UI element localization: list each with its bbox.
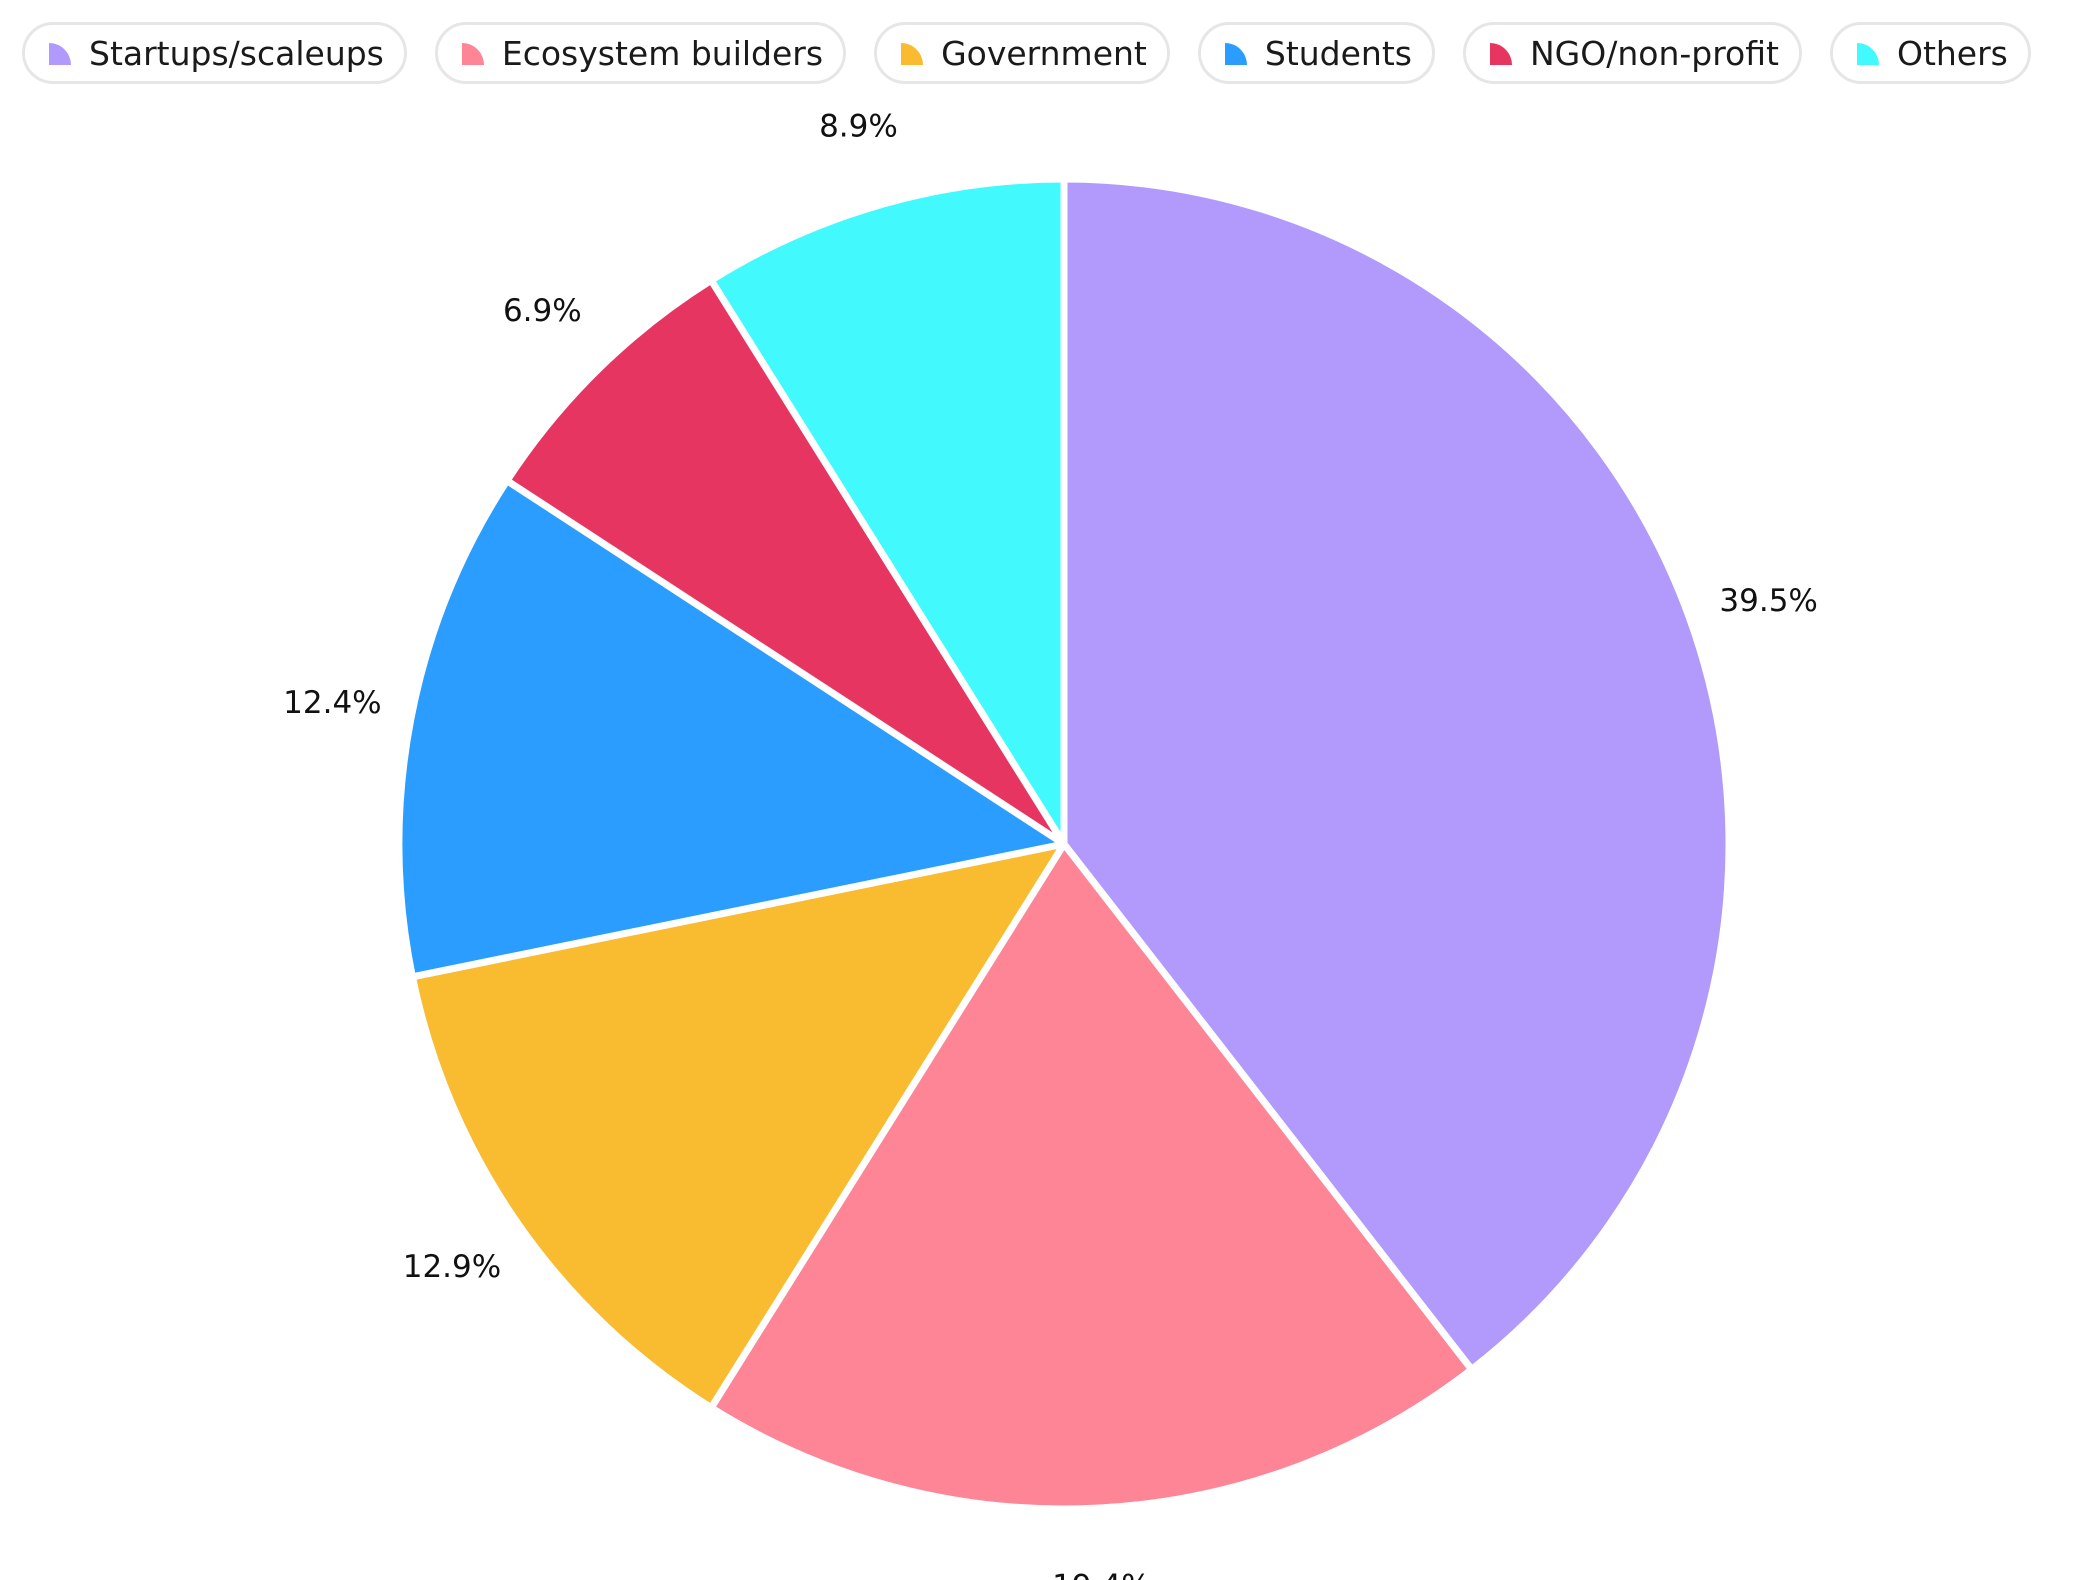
pie-slice bbox=[408, 840, 1068, 1412]
data-label: 39.5% bbox=[1719, 583, 1817, 619]
legend-label: Startups/scaleups bbox=[89, 33, 384, 73]
pie-slice bbox=[503, 276, 1068, 848]
data-label: 6.9% bbox=[503, 293, 582, 329]
data-label: 12.4% bbox=[283, 685, 381, 721]
legend-swatch-shape bbox=[1224, 43, 1247, 65]
pie-slice bbox=[395, 477, 1068, 981]
pie-slice bbox=[707, 175, 1068, 848]
legend-item[interactable]: NGO/non-profit bbox=[1462, 22, 1802, 84]
legend-item[interactable]: Students bbox=[1197, 22, 1435, 84]
data-label: 12.9% bbox=[403, 1249, 501, 1285]
legend-swatch bbox=[461, 43, 484, 65]
legend: Startups/scaleups Ecosystem builders Gover… bbox=[22, 22, 2082, 84]
legend-item[interactable]: Startups/scaleups bbox=[22, 22, 407, 84]
legend-swatch bbox=[1856, 43, 1879, 65]
legend-item[interactable]: Ecosystem builders bbox=[434, 22, 847, 84]
pie-slice bbox=[1060, 175, 1733, 1373]
legend-label: NGO/non-profit bbox=[1529, 33, 1779, 73]
legend-swatch bbox=[49, 43, 71, 65]
legend-label: Government bbox=[941, 33, 1147, 73]
legend-swatch-shape bbox=[1489, 43, 1512, 65]
legend-swatch bbox=[1489, 43, 1512, 65]
legend-label: Students bbox=[1264, 33, 1412, 73]
legend-swatch-shape bbox=[49, 43, 71, 65]
legend-item[interactable]: Government bbox=[874, 22, 1170, 84]
legend-swatch-shape bbox=[901, 43, 924, 65]
legend-swatch bbox=[901, 43, 924, 65]
legend-label: Ecosystem builders bbox=[501, 33, 824, 73]
legend-item[interactable]: Others bbox=[1829, 22, 2031, 84]
legend-swatch bbox=[1224, 43, 1247, 65]
legend-swatch-shape bbox=[1856, 43, 1879, 65]
legend-swatch-shape bbox=[461, 43, 484, 65]
data-label: 8.9% bbox=[819, 109, 898, 145]
legend-label: Others bbox=[1896, 33, 2008, 73]
data-label: 19.4% bbox=[1052, 1568, 1150, 1580]
pie-slice bbox=[707, 840, 1476, 1513]
